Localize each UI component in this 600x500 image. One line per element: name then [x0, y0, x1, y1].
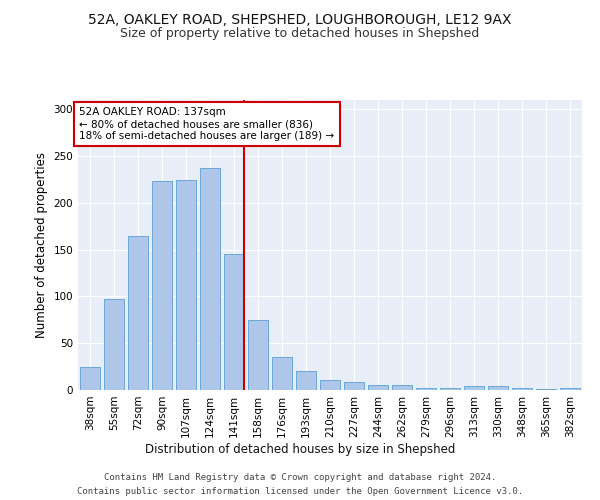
- Bar: [416, 388, 436, 390]
- Bar: [104, 300, 124, 390]
- Text: 52A, OAKLEY ROAD, SHEPSHED, LOUGHBOROUGH, LE12 9AX: 52A, OAKLEY ROAD, SHEPSHED, LOUGHBOROUGH…: [88, 12, 512, 26]
- Bar: [440, 388, 460, 390]
- Bar: [152, 182, 172, 390]
- Bar: [536, 389, 556, 390]
- Bar: [224, 254, 244, 390]
- Bar: [320, 380, 340, 390]
- Bar: [272, 358, 292, 390]
- Bar: [80, 366, 100, 390]
- Bar: [248, 320, 268, 390]
- Text: Contains HM Land Registry data © Crown copyright and database right 2024.: Contains HM Land Registry data © Crown c…: [104, 472, 496, 482]
- Text: Distribution of detached houses by size in Shepshed: Distribution of detached houses by size …: [145, 442, 455, 456]
- Bar: [344, 382, 364, 390]
- Bar: [488, 386, 508, 390]
- Bar: [128, 236, 148, 390]
- Bar: [176, 180, 196, 390]
- Text: Contains public sector information licensed under the Open Government Licence v3: Contains public sector information licen…: [77, 488, 523, 496]
- Bar: [296, 372, 316, 390]
- Bar: [464, 386, 484, 390]
- Text: 52A OAKLEY ROAD: 137sqm
← 80% of detached houses are smaller (836)
18% of semi-d: 52A OAKLEY ROAD: 137sqm ← 80% of detache…: [79, 108, 334, 140]
- Bar: [512, 388, 532, 390]
- Bar: [392, 386, 412, 390]
- Bar: [200, 168, 220, 390]
- Bar: [560, 388, 580, 390]
- Bar: [368, 386, 388, 390]
- Y-axis label: Number of detached properties: Number of detached properties: [35, 152, 48, 338]
- Text: Size of property relative to detached houses in Shepshed: Size of property relative to detached ho…: [121, 28, 479, 40]
